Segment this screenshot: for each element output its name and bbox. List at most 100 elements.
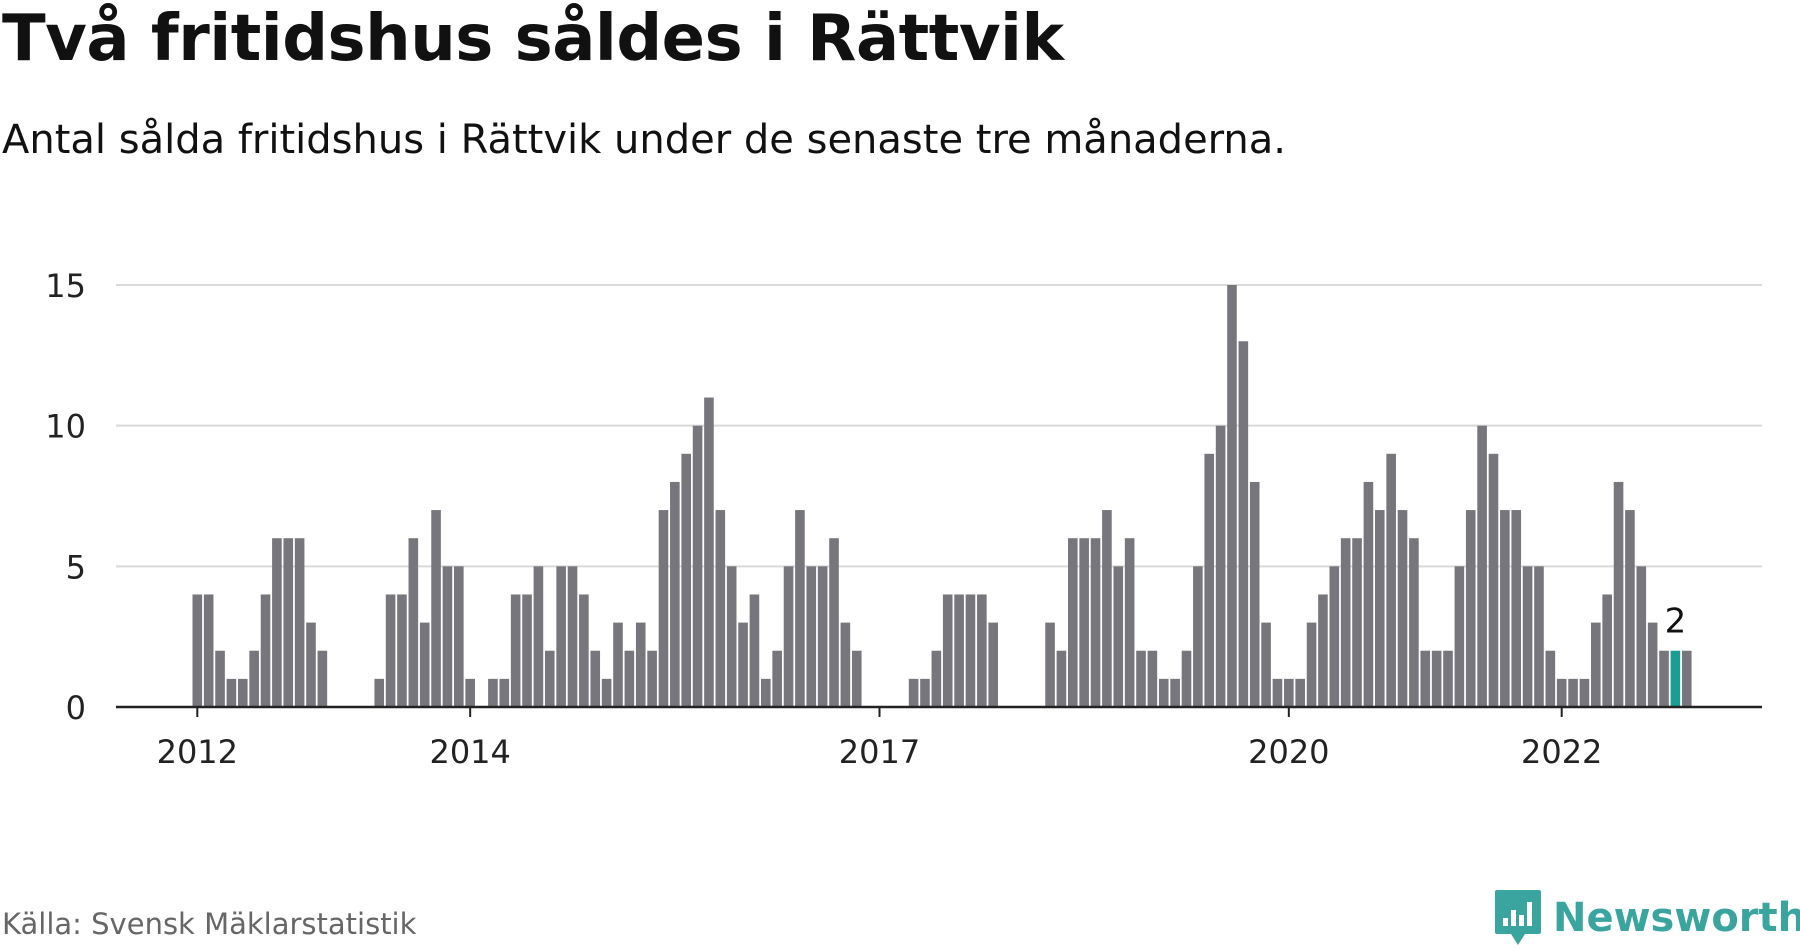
- bar: [738, 622, 748, 707]
- bar: [920, 678, 930, 707]
- bar: [624, 650, 635, 707]
- bar: [1431, 650, 1442, 707]
- bar: [442, 566, 453, 707]
- bar: [908, 678, 919, 707]
- bar: [1067, 538, 1078, 707]
- bar: [1318, 594, 1328, 707]
- bar: [1215, 425, 1226, 707]
- bar: [1443, 650, 1453, 707]
- bar: [840, 622, 851, 707]
- bar: [454, 566, 464, 707]
- bar: [795, 510, 805, 707]
- bar: [1363, 481, 1374, 707]
- bar: [1681, 650, 1692, 707]
- bar: [579, 594, 589, 707]
- bar: [1340, 538, 1351, 707]
- bar: [192, 594, 203, 707]
- bar: [260, 594, 271, 707]
- bar: [237, 678, 248, 707]
- bar: [931, 650, 942, 707]
- bar: [215, 650, 225, 707]
- bar: [1261, 622, 1271, 707]
- bar: [1272, 678, 1283, 707]
- bar: [601, 678, 612, 707]
- bar: [488, 678, 498, 707]
- bar: [567, 566, 578, 707]
- bar: [294, 538, 305, 707]
- bar: [1045, 622, 1055, 707]
- x-tick-label: 2017: [839, 733, 920, 771]
- bar: [1124, 538, 1135, 707]
- bar: [1591, 622, 1601, 707]
- bar: [1465, 510, 1476, 707]
- bar: [1102, 510, 1112, 707]
- bar: [1204, 453, 1215, 707]
- bar: [374, 678, 385, 707]
- bar: [1522, 566, 1533, 707]
- bar: [1284, 678, 1294, 707]
- bar: [1636, 566, 1647, 707]
- bar: [977, 594, 987, 707]
- bar: [522, 594, 532, 707]
- bar: [533, 566, 544, 707]
- bar: [556, 566, 566, 707]
- bar: [1329, 566, 1340, 707]
- brand-logo: Newsworthy: [1493, 888, 1800, 948]
- bar: [1352, 538, 1362, 707]
- bar: [1613, 481, 1624, 707]
- bar: [306, 622, 316, 707]
- bar: [1534, 566, 1544, 707]
- highlight-data-label: 2: [1665, 602, 1687, 642]
- bar: [1409, 538, 1419, 707]
- bar: [544, 650, 555, 707]
- bar: [851, 650, 862, 707]
- bar: [1306, 622, 1317, 707]
- bar: [1397, 510, 1408, 707]
- bar: [1227, 285, 1237, 707]
- bar: [817, 566, 828, 707]
- bar: [726, 566, 737, 707]
- x-tick-label: 2012: [157, 733, 238, 771]
- bar: [1477, 425, 1487, 707]
- bar: [1193, 566, 1203, 707]
- bar: [1170, 678, 1180, 707]
- bar: [1659, 650, 1669, 707]
- bar: [692, 425, 703, 707]
- bar: [1238, 341, 1249, 707]
- bar: [1625, 510, 1635, 707]
- bar: [942, 594, 953, 707]
- x-tick-label: 2020: [1248, 733, 1329, 771]
- x-tick-label: 2022: [1521, 733, 1602, 771]
- bar: [1454, 566, 1465, 707]
- y-tick-label: 0: [66, 689, 86, 727]
- bar: [647, 650, 657, 707]
- bar: [1602, 594, 1612, 707]
- bar: [1420, 650, 1431, 707]
- bar: [988, 622, 998, 707]
- bar: [1158, 678, 1169, 707]
- x-tick-label: 2014: [429, 733, 510, 771]
- bar: [419, 622, 430, 707]
- bar: [431, 510, 441, 707]
- bar: [1556, 678, 1567, 707]
- bar: [1181, 650, 1192, 707]
- source-note: Källa: Svensk Mäklarstatistik: [2, 907, 417, 941]
- bar: [397, 594, 407, 707]
- y-tick-label: 10: [45, 408, 86, 446]
- bar: [1488, 453, 1499, 707]
- bar: [499, 678, 510, 707]
- bar: [1090, 538, 1101, 707]
- bar: [965, 594, 976, 707]
- bar: [806, 566, 817, 707]
- bar: [829, 538, 839, 707]
- bar: [283, 538, 294, 707]
- bar: [510, 594, 521, 707]
- bar: [272, 538, 282, 707]
- bar: [658, 510, 669, 707]
- bar: [635, 622, 646, 707]
- bar-chart: 0 5 10 15 2012 2014 2017 2020 2022 2: [45, 267, 1762, 771]
- bar: [783, 566, 794, 707]
- bar: [1386, 453, 1396, 707]
- bar: [385, 594, 396, 707]
- bar: [761, 678, 771, 707]
